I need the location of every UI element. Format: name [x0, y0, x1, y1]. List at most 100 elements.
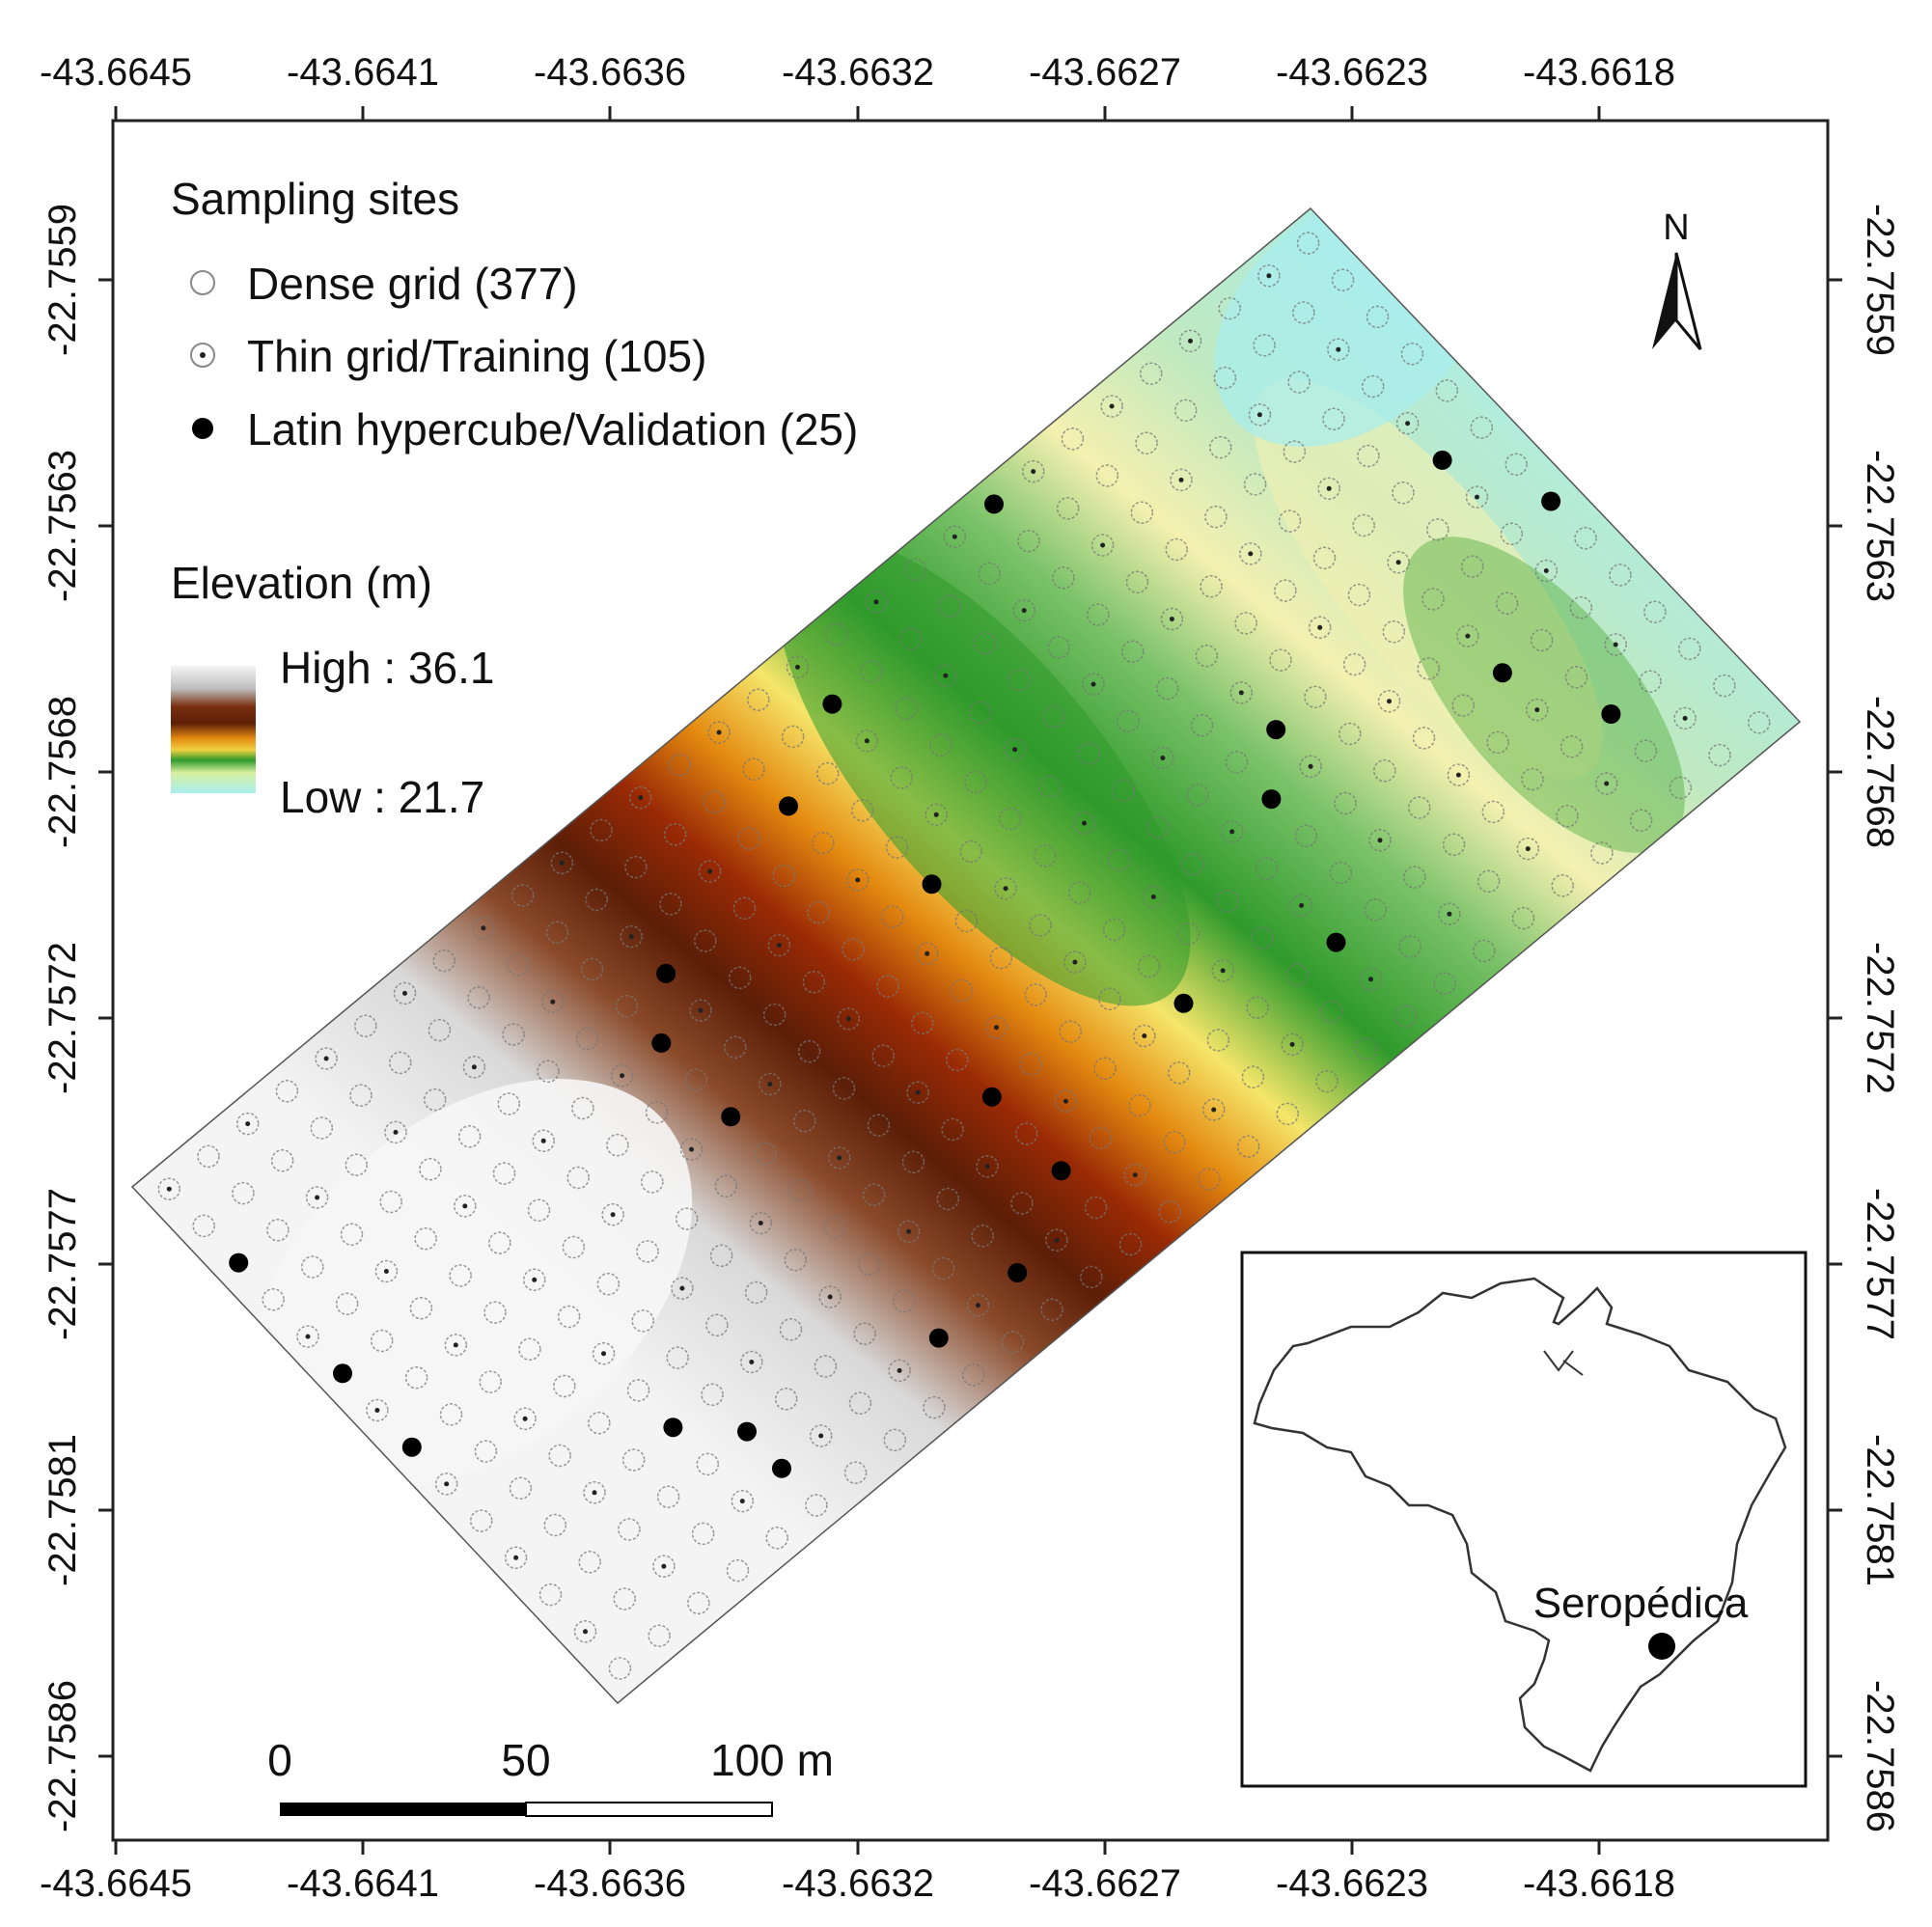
- dense-grid-site: [1278, 509, 1302, 533]
- dense-grid-site: [855, 730, 879, 753]
- dense-grid-site: [1211, 959, 1234, 982]
- thin-grid-site: [305, 1334, 311, 1339]
- dense-grid-site: [954, 909, 979, 933]
- dense-grid-site: [731, 1489, 755, 1513]
- thin-grid-site: [444, 1481, 450, 1487]
- latin-hypercube-site: [1173, 993, 1194, 1013]
- dense-grid-site: [885, 836, 909, 859]
- dense-grid-site: [1287, 371, 1311, 394]
- dense-grid-site: [1251, 926, 1274, 950]
- thin-grid-site: [1266, 273, 1272, 279]
- dense-grid-site: [1034, 844, 1057, 867]
- north-arrow-left: [1652, 253, 1676, 349]
- x-tick-label-top: -43.6645: [40, 51, 192, 94]
- dense-grid-site: [1198, 1168, 1221, 1191]
- dense-grid-site: [959, 840, 982, 864]
- dense-grid-site: [1320, 1000, 1343, 1024]
- dense-grid-site: [1173, 399, 1198, 423]
- dense-grid-site: [296, 1325, 319, 1348]
- thin-grid-site: [1308, 763, 1313, 769]
- dense-grid-site: [1067, 881, 1091, 904]
- amazon-delta: [1543, 1350, 1584, 1376]
- dense-grid-site: [1213, 366, 1237, 390]
- dense-grid-site: [1438, 902, 1461, 925]
- dense-grid-site: [994, 876, 1017, 900]
- dense-grid-site: [545, 921, 569, 944]
- dense-grid-site: [1609, 564, 1632, 587]
- dense-grid-site: [1392, 481, 1415, 505]
- dense-grid-site: [543, 1513, 567, 1537]
- dense-grid-site: [679, 1138, 704, 1161]
- x-axis-top: -43.6645 -43.6641 -43.6636 -43.6632 -43.6627…: [40, 51, 1675, 121]
- thin-grid-site: [1188, 338, 1193, 344]
- thin-grid-site: [1377, 838, 1383, 843]
- dense-grid-site: [1521, 767, 1544, 791]
- dense-grid-site: [1421, 588, 1445, 611]
- dense-grid-site: [432, 949, 455, 973]
- thin-grid-site: [1299, 902, 1305, 908]
- dense-grid-site: [943, 525, 967, 548]
- dense-grid-site: [709, 1244, 733, 1268]
- dense-grid-site: [726, 1558, 750, 1583]
- dense-grid-site: [1317, 477, 1340, 501]
- dense-grid-site: [1236, 1135, 1260, 1158]
- dense-grid-site: [1481, 800, 1505, 824]
- dense-grid-site: [557, 1305, 581, 1329]
- dense-grid-site: [915, 942, 939, 966]
- dense-grid-site: [197, 1144, 220, 1169]
- dense-grid-site: [1504, 453, 1528, 477]
- dense-grid-site: [765, 1527, 788, 1550]
- dense-grid-site: [1204, 505, 1228, 529]
- dense-grid-site: [850, 799, 874, 822]
- dense-grid-site: [1500, 522, 1524, 546]
- dense-grid-site: [621, 1448, 646, 1472]
- dense-grid-site: [1019, 1053, 1043, 1076]
- dense-grid-site: [1246, 996, 1269, 1019]
- dense-grid-site: [1403, 866, 1426, 889]
- dense-grid-site: [842, 938, 865, 961]
- dense-grid-site: [862, 1183, 886, 1206]
- dense-grid-site: [843, 1461, 868, 1484]
- dense-grid-site: [1061, 427, 1085, 451]
- dense-grid-site: [310, 1116, 334, 1140]
- dense-grid-site: [1017, 529, 1040, 553]
- dense-grid-site: [1564, 666, 1588, 689]
- dense-grid-site: [876, 975, 899, 998]
- seropedica-marker: [1648, 1633, 1675, 1660]
- dense-grid-site: [1220, 820, 1244, 843]
- thin-grid-site: [994, 1025, 999, 1031]
- thin-grid-site: [795, 664, 800, 670]
- dense-grid-site: [1276, 1102, 1300, 1126]
- dense-grid-site: [893, 1289, 916, 1313]
- dense-grid-site: [1125, 570, 1149, 594]
- thin-grid-site: [1238, 690, 1244, 696]
- thin-grid-site: [749, 1360, 755, 1364]
- dense-grid-site: [772, 864, 795, 888]
- dense-grid-site: [583, 1481, 606, 1504]
- dense-grid-site: [784, 1248, 808, 1272]
- dense-grid-site: [1292, 301, 1315, 324]
- thin-grid-site: [897, 1367, 902, 1373]
- thin-grid-site: [383, 1269, 389, 1274]
- dense-grid-site: [1118, 1232, 1143, 1256]
- dense-grid-site: [1167, 1061, 1191, 1085]
- dense-grid-site: [1312, 546, 1337, 570]
- dense-grid-site: [1352, 513, 1375, 537]
- latin-hypercube-site: [1266, 720, 1286, 740]
- coordinate-axes: -43.6645 -43.6641 -43.6636 -43.6632 -43.6627…: [40, 51, 1901, 1905]
- thin-grid-site: [1248, 551, 1254, 557]
- legend-dense: Dense grid (377): [247, 259, 578, 309]
- dense-grid-site: [423, 1087, 447, 1112]
- thin-grid-site: [323, 1056, 329, 1061]
- dense-grid-site: [1342, 652, 1366, 676]
- thin-grid-site: [1326, 485, 1332, 491]
- thin-grid-site: [245, 1121, 251, 1127]
- dense-grid-site: [701, 1383, 724, 1407]
- dense-grid-site: [538, 1583, 563, 1607]
- y-axis-left: -22.7559 -22.7563 -22.7568 -22.7572 -22.7577…: [41, 204, 113, 1832]
- thin-grid-site: [1525, 846, 1531, 852]
- dense-grid-site: [235, 1112, 260, 1136]
- dense-grid-site: [573, 1620, 597, 1643]
- dense-grid-site: [1140, 362, 1163, 385]
- dense-grid-site: [767, 933, 791, 957]
